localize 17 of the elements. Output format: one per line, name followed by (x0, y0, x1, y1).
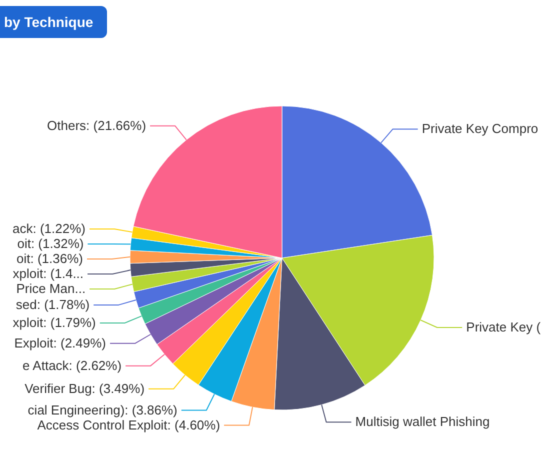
slice-label: Multisig wallet Phishing (355, 414, 490, 430)
slice-label: Price Man... (16, 281, 86, 296)
slice-label: cial Engineering): (3.86%) (28, 402, 178, 418)
slice-label: e Attack: (2.62%) (22, 358, 122, 373)
slice-label: Private Key Compro (422, 121, 538, 136)
slice-label: xploit: (1.4... (12, 266, 84, 282)
slice-label: Access Control Exploit: (4.60%) (37, 417, 220, 432)
slice-label: sed: (1.78%) (16, 296, 90, 312)
slice-label: Others: (21.66%) (47, 118, 146, 133)
slice-label: Verifier Bug: (3.49%) (24, 380, 145, 396)
slice-label: oit: (1.36%) (16, 251, 84, 266)
slice-label: Exploit: (2.49%) (14, 335, 106, 350)
slice-label: ack: (1.22%) (12, 221, 86, 236)
slice-label: xploit: (1.79%) (12, 314, 96, 330)
chart-title: by Technique (0, 6, 108, 38)
slice-label: oit: (1.32%) (17, 236, 84, 252)
slice-label: Private Key ( (466, 320, 542, 334)
